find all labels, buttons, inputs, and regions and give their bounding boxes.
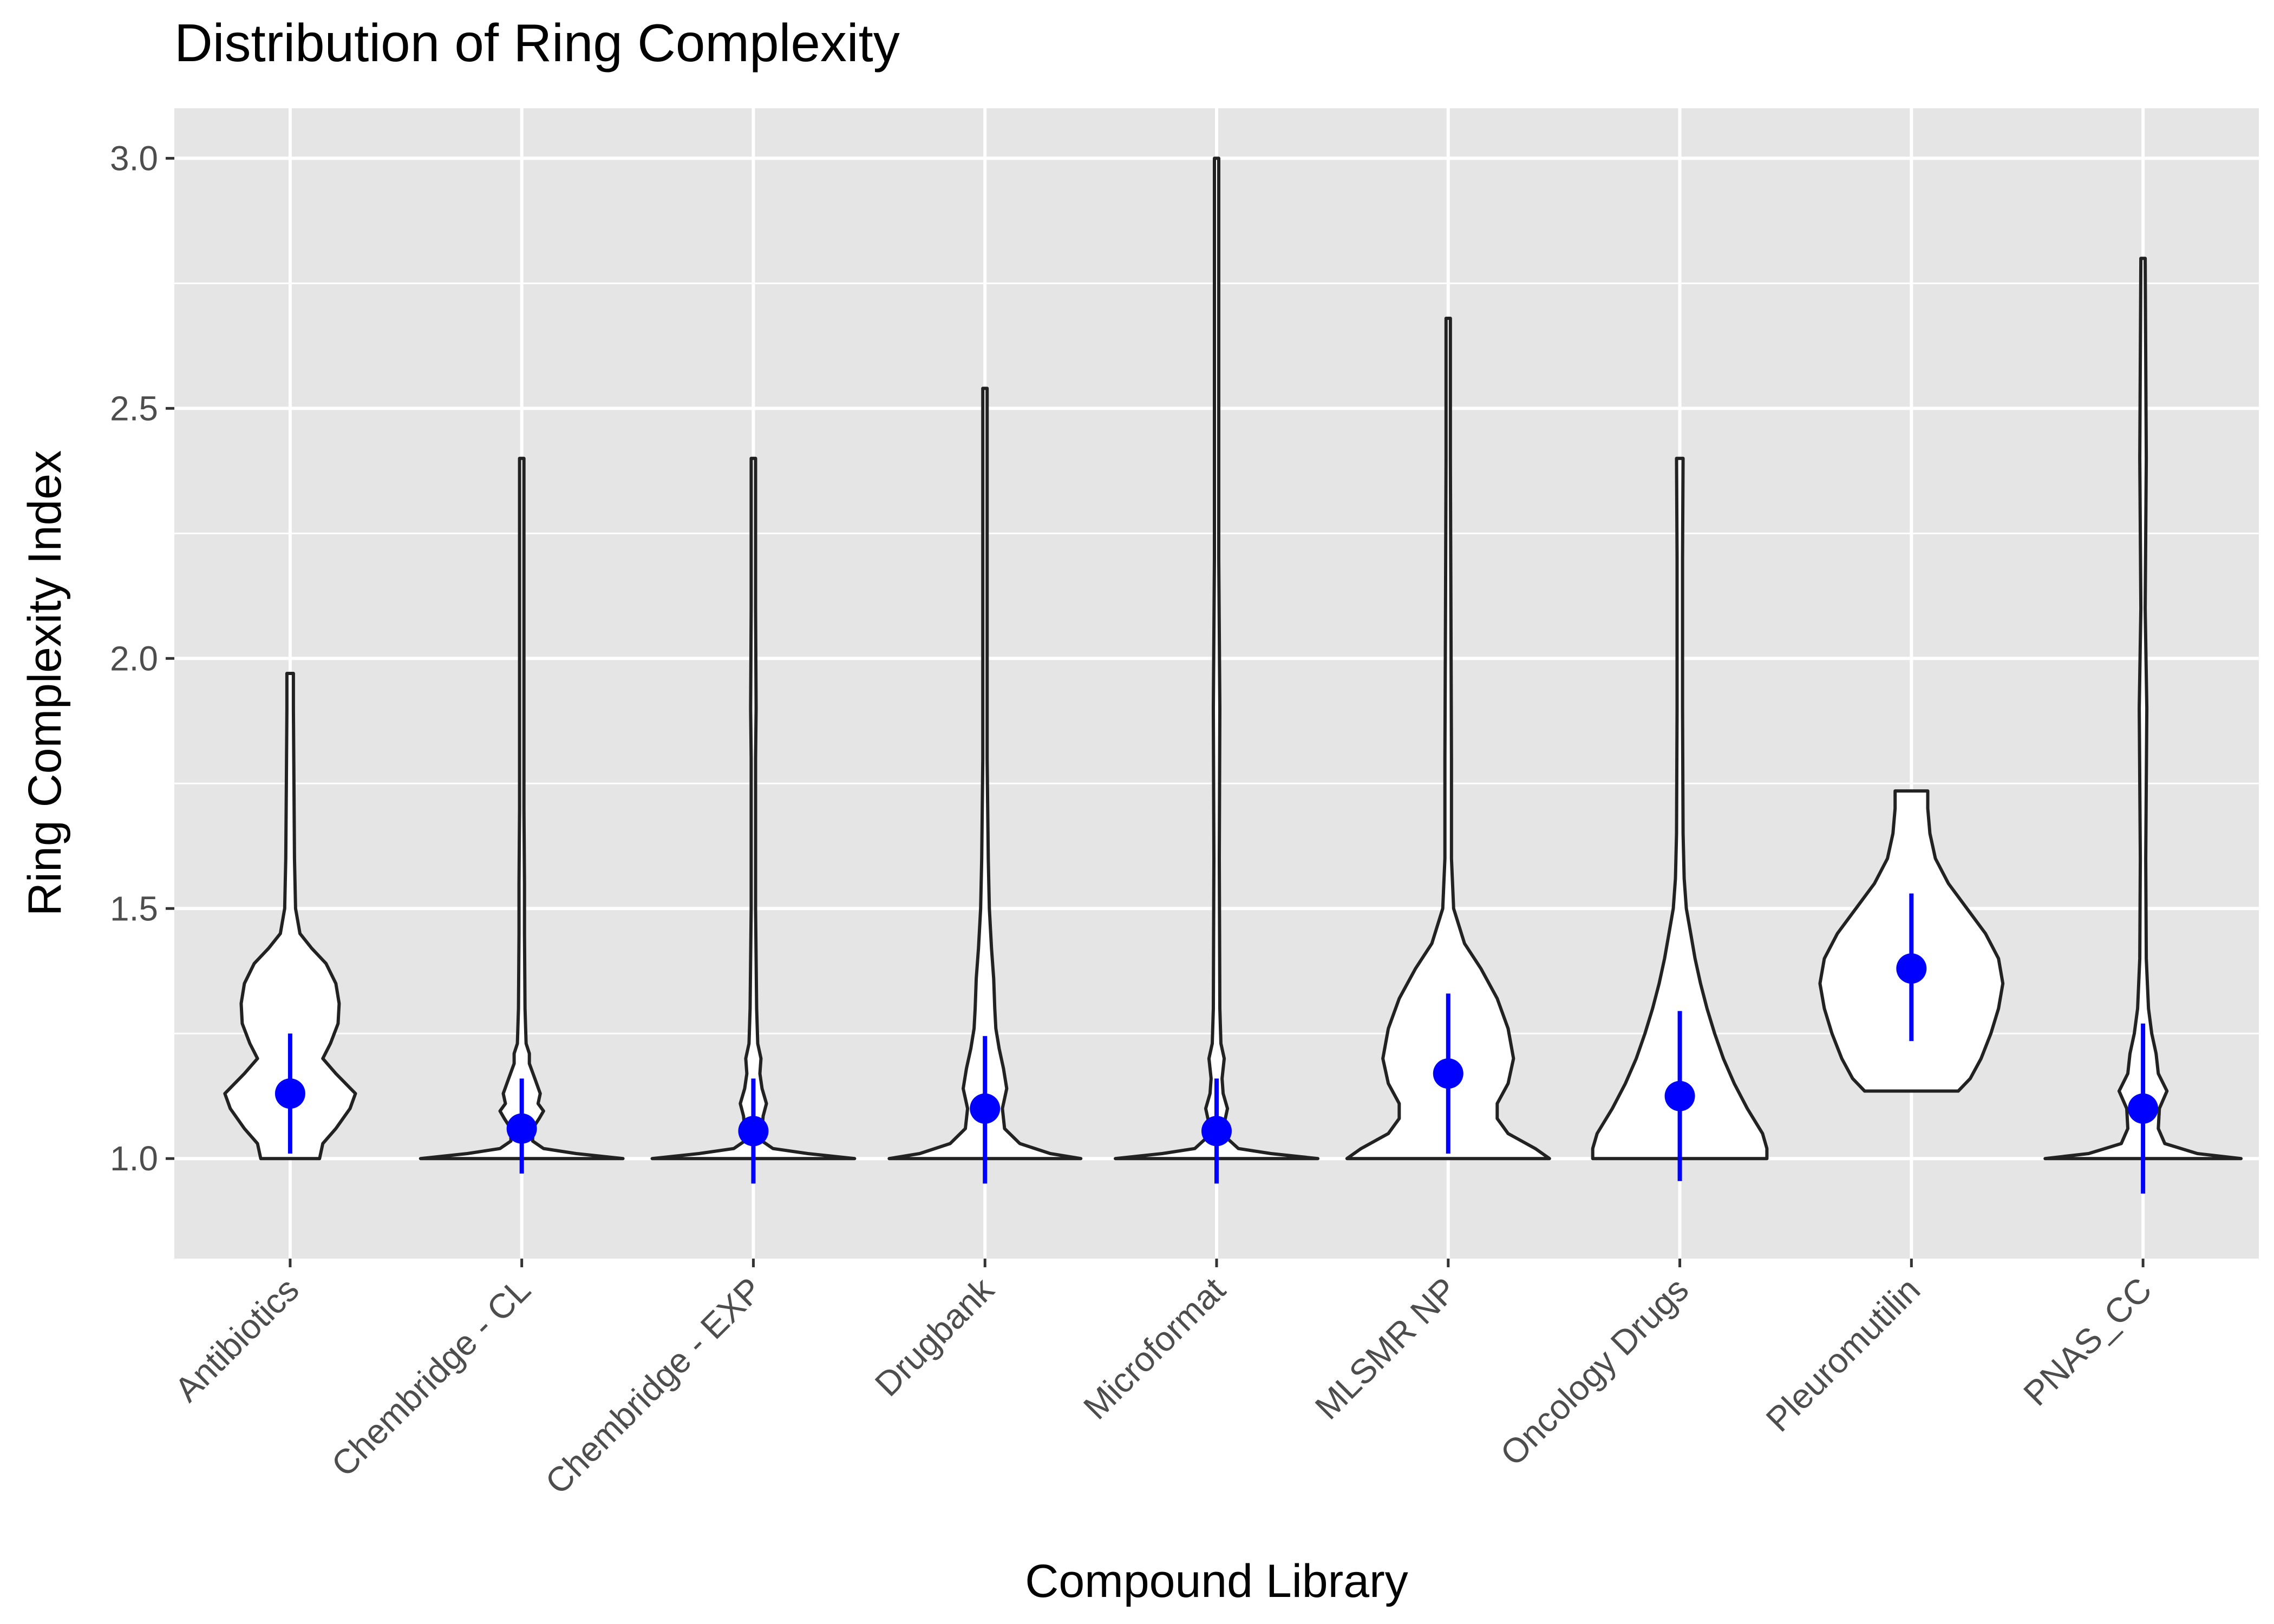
x-tick-label: MLSMR NP (1308, 1270, 1465, 1427)
mean-point (2128, 1093, 2159, 1124)
mean-point (1896, 953, 1927, 984)
x-tick-label: Antibiotics (167, 1270, 306, 1409)
y-tick-label: 3.0 (110, 139, 158, 178)
x-tick-label: PNAS_CC (2016, 1270, 2159, 1413)
x-tick-label: Pleuromutilin (1759, 1270, 1927, 1439)
x-tick-label: Drugbank (867, 1269, 1002, 1404)
y-tick-label: 1.0 (110, 1139, 158, 1178)
violin-3 (887, 387, 1083, 1161)
mean-point (1201, 1116, 1232, 1147)
violins (223, 156, 2243, 1161)
y-tick-label: 1.5 (110, 889, 158, 928)
mean-point (1433, 1058, 1463, 1089)
x-tick-label: Chembridge - CL (324, 1270, 538, 1484)
y-tick-label: 2.5 (110, 389, 158, 428)
x-tick-label: Chembridge - EXP (538, 1270, 769, 1502)
y-tick-label: 2.0 (110, 639, 158, 678)
violin-1 (419, 456, 625, 1161)
x-tick-label: Microformat (1076, 1270, 1233, 1427)
violin-5 (1345, 317, 1551, 1161)
mean-point (275, 1078, 305, 1109)
violin-0 (223, 672, 357, 1161)
x-axis-title: Compound Library (1025, 1555, 1408, 1607)
violin-4 (1114, 156, 1319, 1161)
chart-title: Distribution of Ring Complexity (174, 13, 900, 73)
x-tick-label: Oncology Drugs (1493, 1270, 1696, 1473)
violin-6 (1591, 456, 1769, 1161)
mean-point (1664, 1081, 1695, 1111)
x-axis-ticks: Antibiotics Chembridge - CL Chembridge - E… (167, 1259, 2159, 1502)
summary-stats (275, 893, 2159, 1194)
mean-point (738, 1116, 769, 1147)
mean-point (970, 1093, 1001, 1124)
y-axis-ticks: 1.0 1.5 2.0 2.5 3.0 (110, 139, 174, 1178)
mean-point (506, 1113, 537, 1144)
y-axis-title: Ring Complexity Index (19, 450, 71, 916)
violin-8 (2043, 257, 2243, 1161)
